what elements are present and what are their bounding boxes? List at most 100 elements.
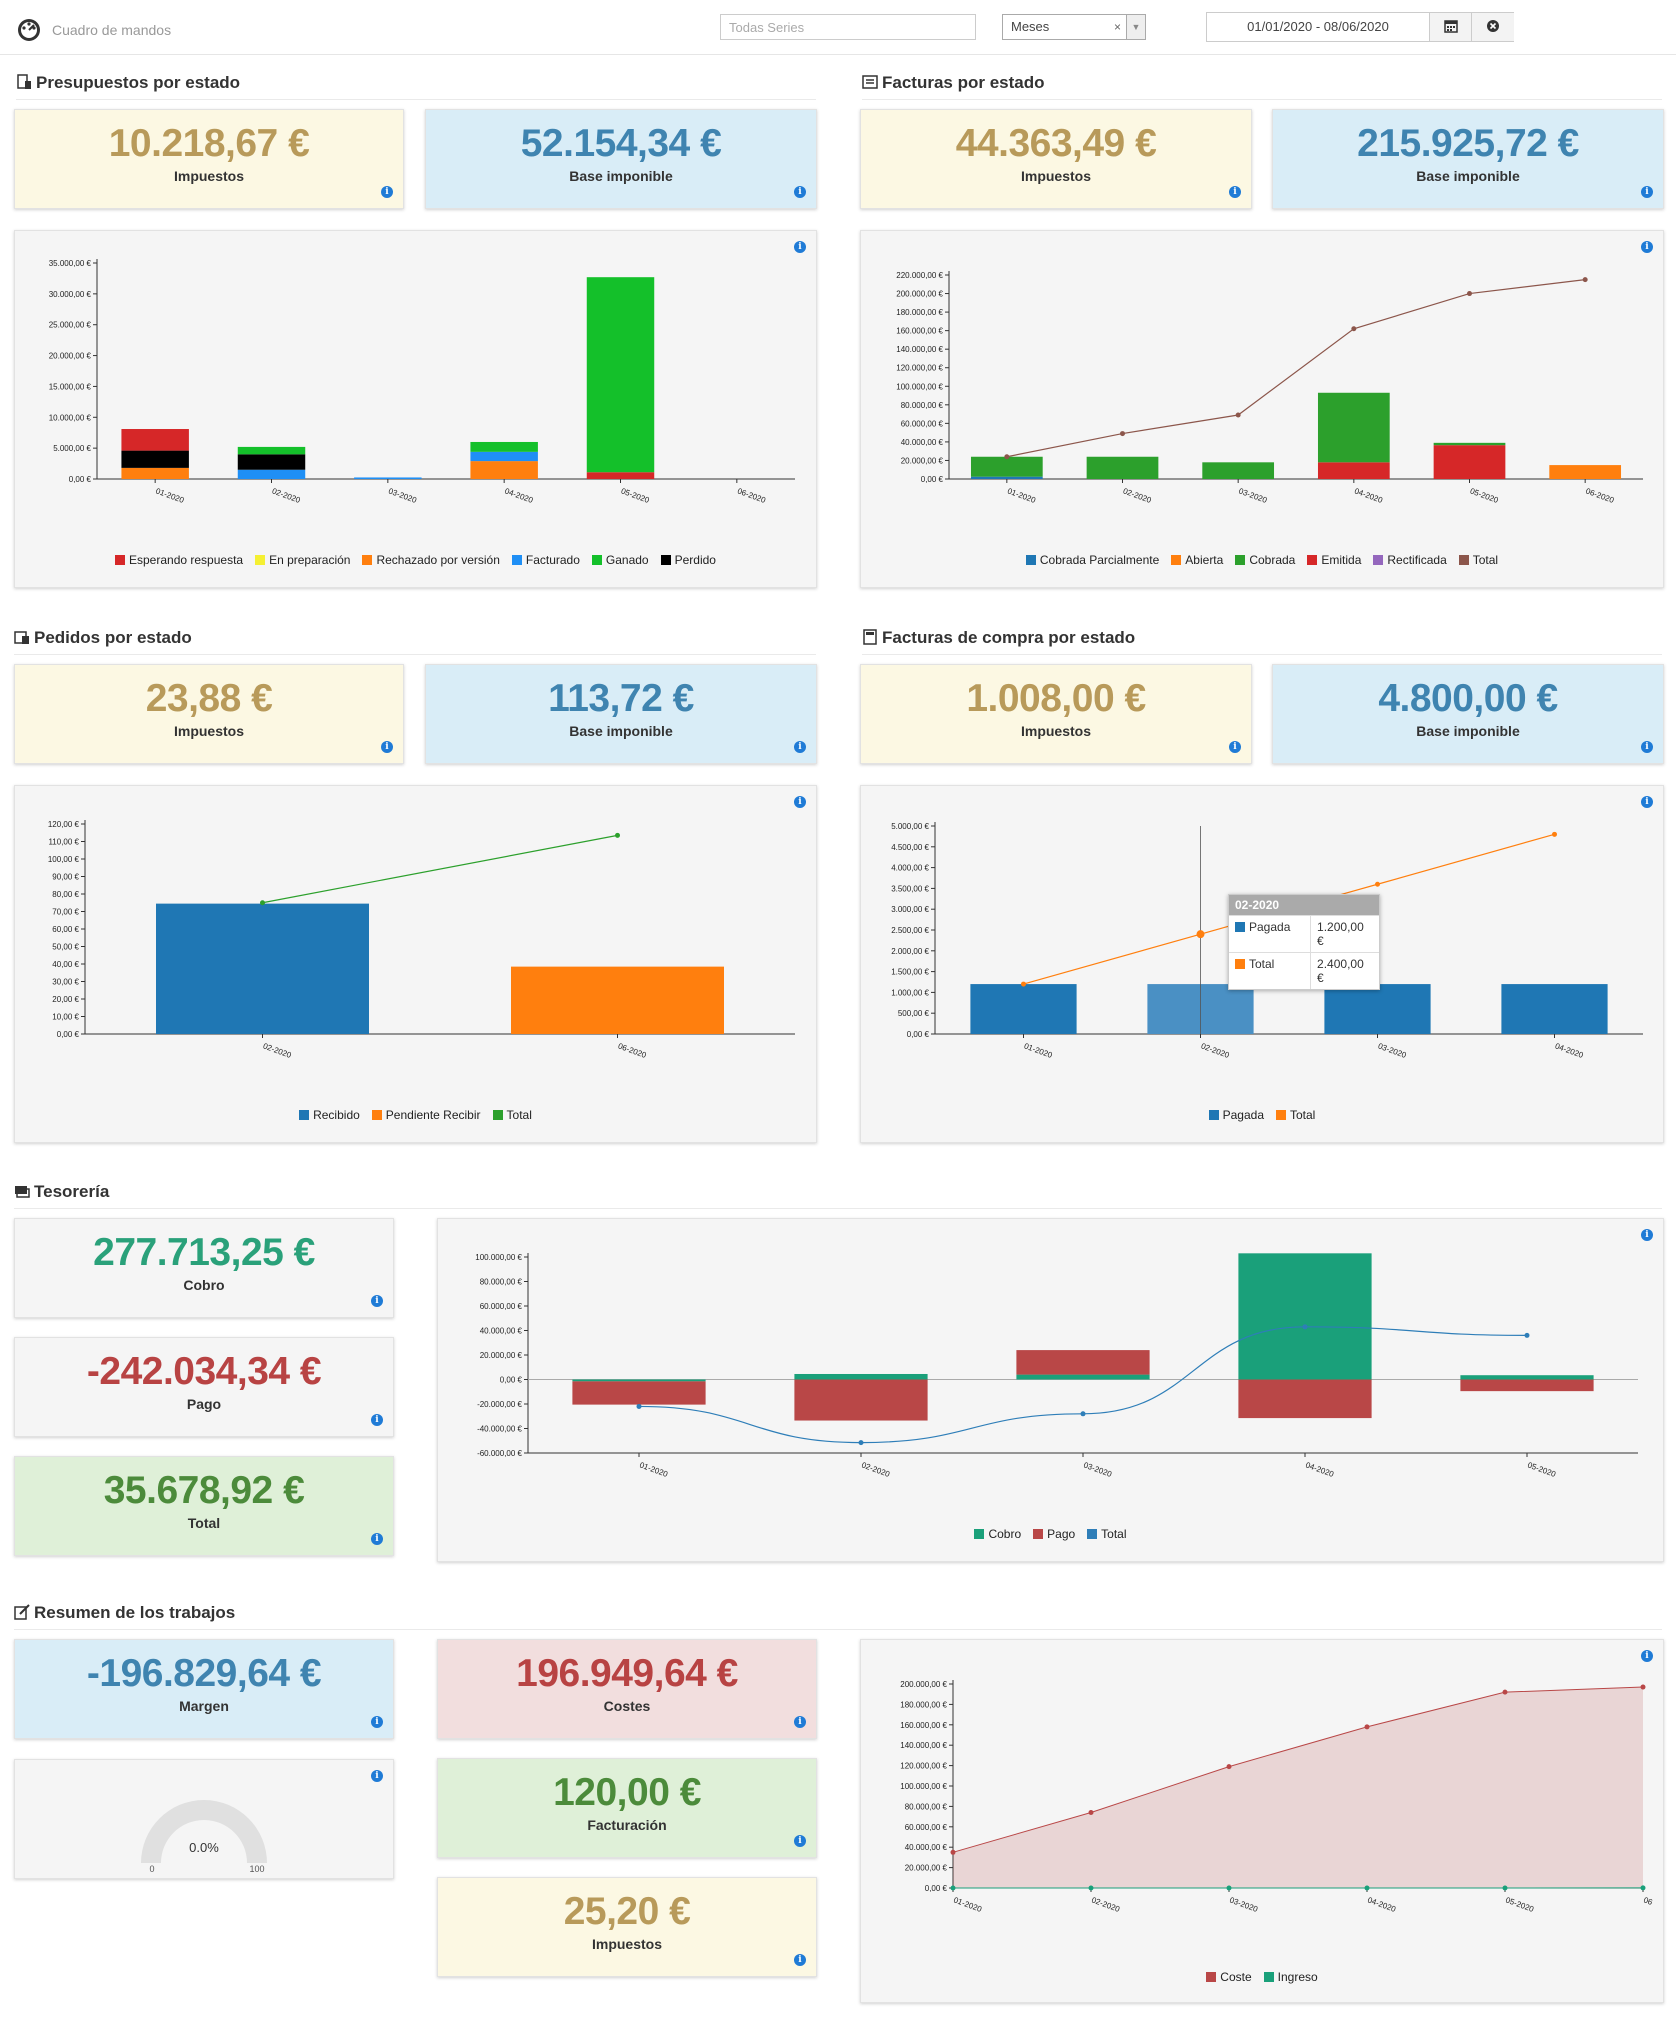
info-icon[interactable]: i [371,1716,383,1728]
info-icon[interactable]: i [1641,741,1653,753]
app-title: Cuadro de mandos [52,22,172,38]
info-icon[interactable]: i [381,186,393,198]
info-icon[interactable]: i [1641,796,1653,808]
info-icon[interactable]: i [794,186,806,198]
invoice-icon [862,75,878,89]
legend-item[interactable]: Esperando respuesta [115,553,243,567]
kpi-compras-impuestos: 1.008,00 € Impuestos i [860,664,1252,764]
legend-item[interactable]: Total [1458,553,1498,567]
kpi-value: 25,20 € [563,1890,691,1933]
period-select[interactable]: Meses × ▼ [1002,14,1146,40]
legend-label: Total [1290,1108,1316,1122]
kpi-trabajos-impuestos: 25,20 € Impuestos i [437,1877,817,1977]
info-icon[interactable]: i [794,741,806,753]
chart-presupuestos: 0,00 € 5.000,00 € 10.000,00 € 15.000,00 € 20… [14,230,817,588]
purchase-invoice-icon [863,629,877,645]
legend-item[interactable]: En preparación [255,553,350,567]
legend-swatch [255,555,266,565]
y-tick-label: 120.000,00 € [896,364,943,373]
y-tick-label: 60.000,00 € [901,419,944,428]
info-icon[interactable]: i [1229,186,1241,198]
bar [354,477,422,479]
x-tick-label: 05-2020 [1469,486,1500,505]
info-icon[interactable]: i [371,1414,383,1426]
x-tick-label: 01-2020 [638,1460,669,1479]
y-tick-label: 2.000,00 € [891,947,929,956]
date-range-picker[interactable]: 01/01/2020 - 08/06/2020 [1206,12,1514,42]
info-icon[interactable]: i [371,1770,383,1782]
legend-item[interactable]: Total [1276,1108,1315,1122]
info-icon[interactable]: i [1229,741,1241,753]
x-tick-label: 03-2020 [1082,1460,1113,1479]
chevron-down-icon[interactable]: ▼ [1126,15,1145,39]
legend-label: Rectificada [1387,553,1447,567]
info-icon[interactable]: i [371,1533,383,1545]
y-tick-label: 220.000,00 € [896,271,943,280]
y-tick-label: 1.500,00 € [891,968,929,977]
data-point [950,1849,956,1855]
y-tick-label: 50,00 € [52,943,79,952]
info-icon[interactable]: i [1641,241,1653,253]
y-tick-label: 30,00 € [52,978,79,987]
chart-tooltip: 02-2020 Pagada 1.200,00 € Total 2.400,00… [1228,894,1380,990]
y-tick-label: 100.000,00 € [896,382,943,391]
legend-item[interactable]: Pendiente Recibir [371,1108,481,1122]
series-select[interactable]: Todas Series [720,14,976,40]
y-tick-label: 20.000,00 € [480,1351,523,1360]
quote-icon [17,74,31,89]
period-clear-icon[interactable]: × [1113,20,1121,34]
info-icon[interactable]: i [794,241,806,253]
info-icon[interactable]: i [381,741,393,753]
bar [1086,456,1159,479]
legend-item[interactable]: Total [492,1108,532,1122]
legend-item[interactable]: Total [1087,1527,1127,1541]
date-range-value[interactable]: 01/01/2020 - 08/06/2020 [1247,19,1389,34]
y-tick-label: 100,00 € [48,855,80,864]
clear-date-icon[interactable] [1471,13,1514,41]
legend-item[interactable]: Rechazado por versión [362,553,500,567]
legend-item[interactable]: Recibido [299,1108,360,1122]
legend-item[interactable]: Cobrada [1235,553,1295,567]
edit-icon [14,1604,30,1620]
y-tick-label: 3.500,00 € [891,884,929,893]
info-icon[interactable]: i [794,1716,806,1728]
info-icon[interactable]: i [1641,1229,1653,1241]
legend-item[interactable]: Facturado [511,553,580,567]
kpi-value: 215.925,72 € [1357,122,1579,165]
legend-item[interactable]: Pago [1033,1527,1075,1541]
legend-item[interactable]: Ingreso [1263,1970,1318,1984]
info-icon[interactable]: i [371,1295,383,1307]
info-icon[interactable]: i [794,1835,806,1847]
x-tick-label: 03-2020 [1228,1895,1259,1914]
kpi-trabajos-facturacion: 120,00 € Facturación i [437,1758,817,1858]
legend-item[interactable]: Ganado [591,553,649,567]
legend-label: Abierta [1185,553,1224,567]
calendar-icon[interactable] [1429,13,1472,41]
x-tick-label: 04-2020 [1353,486,1384,505]
kpi-label: Impuestos [173,723,244,739]
bar [1016,1350,1150,1375]
legend-label: En preparación [269,553,351,567]
legend-item[interactable]: Cobro [974,1527,1021,1541]
legend-item[interactable]: Coste [1206,1970,1252,1984]
y-tick-label: 160.000,00 € [900,1721,947,1730]
y-tick-label: 4.500,00 € [891,843,929,852]
legend-item[interactable]: Rectificada [1373,553,1447,567]
x-tick-label: 04-2020 [1554,1041,1585,1060]
legend-item[interactable]: Emitida [1307,553,1361,567]
kpi-value: 35.678,92 € [103,1469,305,1512]
legend-swatch [492,1110,503,1120]
info-icon[interactable]: i [794,796,806,808]
legend-item[interactable]: Pagada [1208,1108,1264,1122]
kpi-label: Pago [186,1396,222,1412]
info-icon[interactable]: i [1641,1650,1653,1662]
divider [14,1629,1662,1630]
legend-item[interactable]: Abierta [1171,553,1223,567]
legend-item[interactable]: Perdido [660,553,716,567]
legend-item[interactable]: Cobrada Parcialmente [1025,553,1159,567]
info-icon[interactable]: i [1641,186,1653,198]
y-tick-label: 1.000,00 € [891,988,929,997]
data-point [1467,291,1472,297]
y-tick-label: 200.000,00 € [896,290,943,299]
info-icon[interactable]: i [794,1954,806,1966]
